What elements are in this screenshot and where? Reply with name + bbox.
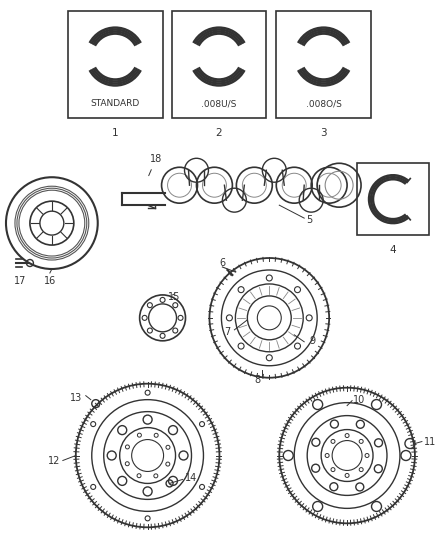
Text: 15: 15 [168, 292, 181, 302]
Text: 12: 12 [47, 456, 60, 466]
Text: 14: 14 [184, 473, 197, 483]
Text: 1: 1 [112, 128, 119, 139]
Text: 10: 10 [353, 394, 365, 405]
Bar [68, 11, 162, 118]
Text: .008O/S: .008O/S [306, 100, 342, 108]
Text: 7: 7 [224, 327, 230, 337]
Text: 5: 5 [306, 215, 312, 225]
Text: 8: 8 [254, 375, 260, 385]
Text: STANDARD: STANDARD [91, 100, 140, 108]
Text: 9: 9 [309, 336, 315, 346]
Text: 17: 17 [14, 276, 26, 286]
Text: 2: 2 [215, 128, 222, 139]
Bar [172, 11, 266, 118]
Text: 13: 13 [70, 393, 82, 402]
Text: 11: 11 [424, 437, 436, 447]
Text: 6: 6 [219, 258, 226, 268]
Text: 4: 4 [390, 245, 396, 255]
Text: .008U/S: .008U/S [201, 100, 237, 108]
Bar [276, 11, 371, 118]
Text: 18: 18 [149, 154, 162, 176]
Bar [357, 163, 429, 235]
Text: 16: 16 [44, 276, 56, 286]
Text: 3: 3 [320, 128, 327, 139]
